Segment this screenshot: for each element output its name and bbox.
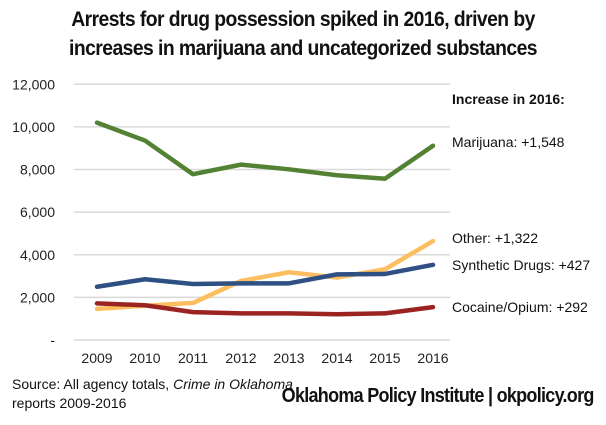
- x-tick-label: 2010: [129, 350, 160, 366]
- chart-title-line-2: increases in marijuana and uncategorized…: [69, 37, 537, 60]
- y-tick-label: 2,000: [20, 289, 55, 305]
- source-title: Crime in Oklahoma: [173, 376, 293, 392]
- y-tick-label: -: [50, 332, 55, 348]
- label-marijuana: Marijuana: +1,548: [452, 134, 565, 150]
- source-line2: reports 2009-2016: [12, 395, 127, 411]
- label-cocaine: Cocaine/Opium: +292: [452, 299, 588, 315]
- source-prefix: Source: All agency totals,: [12, 376, 174, 392]
- chart-title-line-1: Arrests for drug possession spiked in 20…: [71, 8, 535, 31]
- annotation-header: Increase in 2016:: [452, 91, 565, 107]
- source-note: Source: All agency totals, Crime in Okla…: [12, 375, 293, 413]
- x-tick-label: 2009: [81, 350, 112, 366]
- x-tick-label: 2014: [321, 350, 352, 366]
- label-synthetic: Synthetic Drugs: +427: [452, 257, 591, 273]
- series-line-synthetic-drugs: [94, 262, 436, 289]
- label-other: Other: +1,322: [452, 230, 539, 246]
- x-tick-label: 2013: [273, 350, 304, 366]
- x-tick-label: 2015: [369, 350, 400, 366]
- x-tick-label: 2016: [417, 350, 448, 366]
- y-tick-label: 4,000: [20, 247, 55, 263]
- series-line-cocaine-opium: [94, 301, 436, 317]
- x-tick-label: 2011: [178, 350, 208, 366]
- y-tick-label: 6,000: [20, 204, 55, 220]
- y-tick-label: 10,000: [12, 119, 55, 135]
- y-tick-label: 12,000: [12, 76, 55, 92]
- y-tick-label: 8,000: [20, 162, 55, 178]
- org-credit: Oklahoma Policy Institute | okpolicy.org: [282, 385, 595, 407]
- series-line-marijuana: [94, 120, 436, 181]
- x-tick-label: 2012: [225, 350, 256, 366]
